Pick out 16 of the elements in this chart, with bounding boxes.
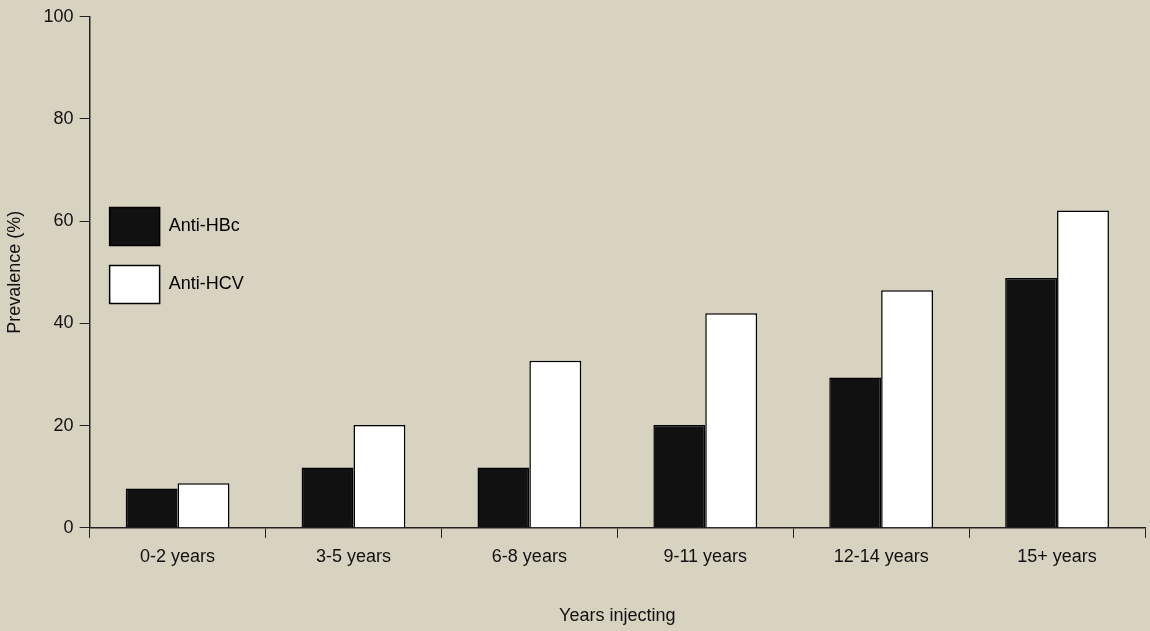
x-tick-label: 15+ years xyxy=(1017,545,1097,566)
y-tick-label: 60 xyxy=(53,210,74,231)
x-tick-label: 6-8 years xyxy=(491,545,567,566)
x-tick-label: 12-14 years xyxy=(833,545,929,566)
y-axis-title: Prevalence (%) xyxy=(3,210,24,334)
legend-label: Anti-HCV xyxy=(168,273,244,294)
y-tick-label: 80 xyxy=(53,107,74,128)
y-tick-label: 20 xyxy=(53,414,74,435)
y-tick-label: 0 xyxy=(63,516,74,537)
y-tick-label: 40 xyxy=(53,312,74,333)
x-axis-title: Years injecting xyxy=(559,605,676,626)
y-tick-label: 100 xyxy=(43,5,74,26)
legend-label: Anti-HBc xyxy=(168,215,240,236)
x-tick-label: 0-2 years xyxy=(140,545,216,566)
x-tick-label: 3-5 years xyxy=(315,545,391,566)
x-tick-label: 9-11 years xyxy=(663,545,748,566)
